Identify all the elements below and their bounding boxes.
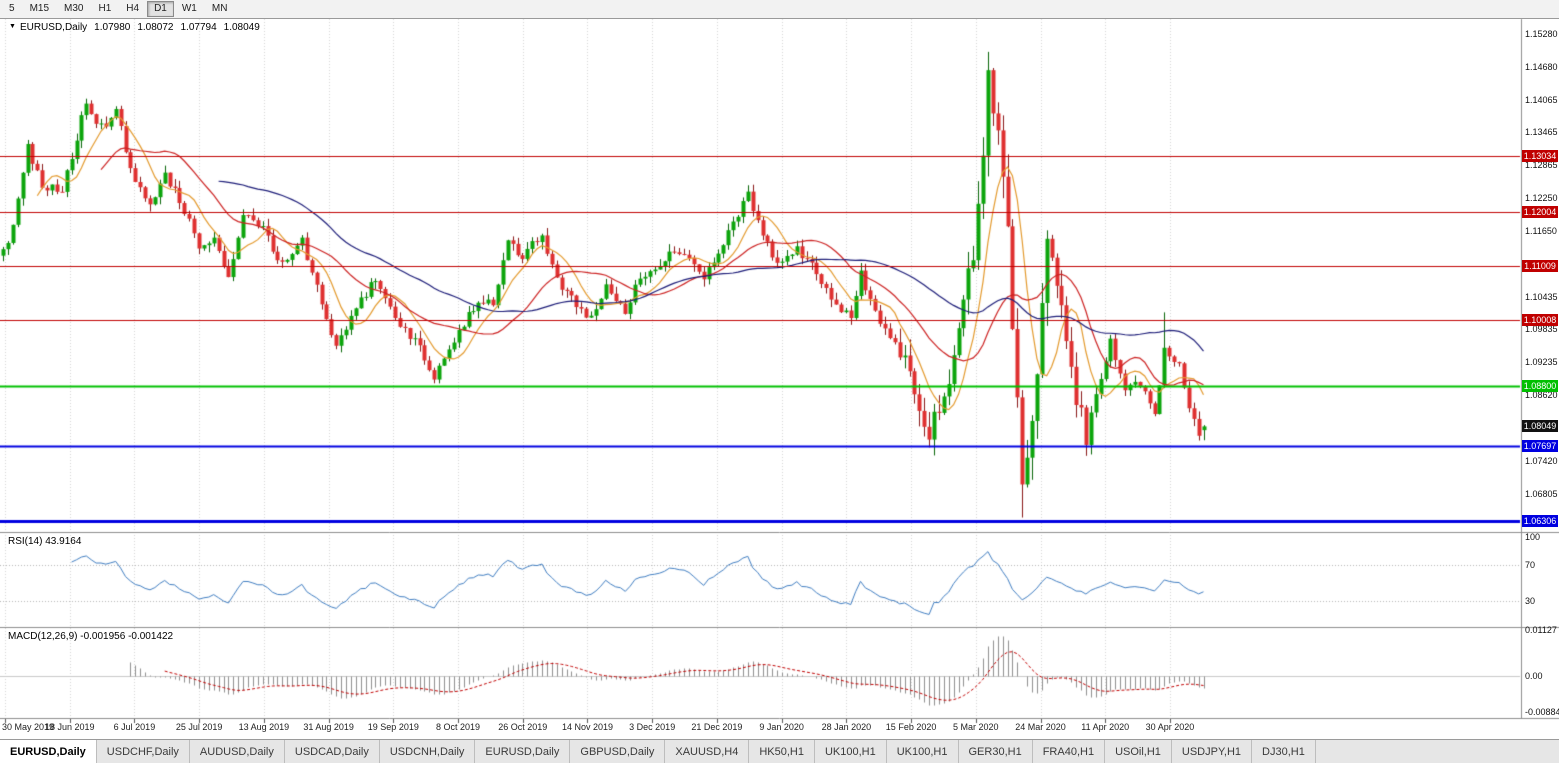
date-axis-label: 21 Dec 2019: [691, 722, 743, 732]
price-level-badge: 1.06306: [1522, 514, 1558, 527]
price-level-badge: 1.13034: [1522, 149, 1558, 162]
date-axis-label: 13 Aug 2019: [238, 722, 290, 732]
date-axis-label: 18 Jun 2019: [44, 722, 95, 732]
tab-usoil-h1[interactable]: USOil,H1: [1105, 740, 1172, 763]
date-axis-label: 3 Dec 2019: [629, 722, 676, 732]
price-level-badge: 1.12004: [1522, 205, 1558, 218]
ohlc-close: 1.08049: [223, 22, 260, 33]
price-axis-label: 1.14065: [1525, 94, 1558, 105]
date-axis-label: 31 Aug 2019: [303, 722, 354, 732]
date-axis[interactable]: 30 May 2019 18 Jun 2019 6 Jul 2019 25 Jul 2…: [0, 718, 1559, 740]
price-axis-label: 1.09835: [1525, 324, 1558, 335]
price-level-badge: 1.10008: [1522, 314, 1558, 327]
price-axis-label: 1.12250: [1525, 193, 1558, 204]
tab-usdcnh-daily[interactable]: USDCNH,Daily: [379, 740, 476, 763]
chart-symbol: EURUSD,Daily: [19, 22, 88, 33]
date-axis-label: 25 Jul 2019: [175, 722, 223, 732]
tab-uk100-h1[interactable]: UK100,H1: [814, 740, 887, 763]
chart-title: ▼ EURUSD,Daily 1.07980 1.08072 1.07794 1.0804…: [9, 22, 267, 33]
timeframe-button-m15[interactable]: M15: [29, 3, 50, 14]
tab-fra40-h1[interactable]: FRA40,H1: [1032, 740, 1106, 763]
rsi-axis-label: 30: [1525, 596, 1536, 607]
tab-hk50-h1[interactable]: HK50,H1: [749, 740, 815, 763]
price-axis-label: 1.12865: [1525, 160, 1558, 171]
rsi-axis-label: 100: [1525, 532, 1541, 542]
date-axis-label: 9 Jan 2020: [759, 722, 804, 732]
price-axis-label: 1.15280: [1525, 28, 1558, 39]
date-axis-label: 15 Feb 2020: [885, 722, 937, 732]
date-axis-label: 14 Nov 2019: [561, 722, 613, 732]
timeframe-button-5[interactable]: 5: [9, 3, 15, 14]
price-level-badge: 1.08800: [1522, 379, 1558, 392]
date-axis-label: 6 Jul 2019: [113, 722, 156, 732]
date-axis-label: 24 Mar 2020: [1015, 722, 1066, 732]
price-axis[interactable]: 1.15280 1.14680 1.14065 1.13465 1.12865 1.122…: [1521, 19, 1559, 719]
date-axis-label: 28 Jan 2020: [821, 722, 872, 732]
timeframe-button-m30[interactable]: M30: [64, 3, 84, 14]
current-price-badge: 1.08049: [1522, 420, 1558, 433]
macd-axis-label: 0.01127: [1525, 625, 1557, 635]
ohlc-open: 1.07980: [94, 22, 131, 33]
date-axis-label: 8 Oct 2019: [436, 722, 481, 732]
chevron-down-icon[interactable]: ▼: [9, 23, 16, 30]
date-axis-label: 26 Oct 2019: [498, 722, 548, 732]
timeframe-button-h1[interactable]: H1: [98, 3, 112, 14]
price-axis-label: 1.09235: [1525, 357, 1558, 368]
tab-dj30-h1[interactable]: DJ30,H1: [1252, 740, 1316, 763]
tab-xauusd-h4[interactable]: XAUUSD,H4: [665, 740, 750, 763]
rsi-indicator-label: RSI(14) 43.9164: [8, 536, 82, 547]
tab-usdchf-daily[interactable]: USDCHF,Daily: [96, 740, 190, 763]
date-axis-label: 19 Sep 2019: [367, 722, 419, 732]
timeframe-button-mn[interactable]: MN: [211, 3, 228, 14]
ohlc-high: 1.08072: [137, 22, 174, 33]
price-level-badge: 1.07697: [1522, 439, 1558, 452]
rsi-axis-label: 70: [1525, 559, 1536, 570]
price-axis-label: 1.06805: [1525, 488, 1558, 499]
macd-axis-label: 0.00: [1525, 671, 1543, 681]
macd-indicator-label: MACD(12,26,9) -0.001956 -0.001422: [8, 631, 174, 642]
macd-axis-label: -0.00884: [1525, 707, 1559, 718]
timeframe-button-d1[interactable]: D1: [147, 1, 174, 17]
tab-usdjpy-h1[interactable]: USDJPY,H1: [1171, 740, 1253, 763]
price-axis-label: 1.07420: [1525, 455, 1558, 466]
tab-ger30-h1[interactable]: GER30,H1: [958, 740, 1033, 763]
date-axis-label: 5 Mar 2020: [953, 722, 999, 732]
timeframe-button-w1[interactable]: W1: [181, 3, 197, 14]
timeframe-button-h4[interactable]: H4: [126, 3, 140, 14]
tab-gbpusd-daily[interactable]: GBPUSD,Daily: [570, 740, 666, 763]
tab-usdcad-daily[interactable]: USDCAD,Daily: [284, 740, 380, 763]
date-axis-label: 30 Apr 2020: [1145, 722, 1195, 732]
price-axis-label: 1.14680: [1525, 61, 1558, 72]
price-axis-label: 1.13465: [1525, 127, 1558, 138]
chart-tabs: EURUSD,Daily USDCHF,Daily AUDUSD,Daily USDC…: [0, 739, 1559, 763]
tab-eurusd-daily[interactable]: EURUSD,Daily: [475, 740, 571, 763]
tab-uk100-h1[interactable]: UK100,H1: [886, 740, 959, 763]
price-axis-label: 1.10435: [1525, 291, 1558, 302]
price-axis-label: 1.08620: [1525, 390, 1558, 401]
price-axis-label: 1.11650: [1525, 225, 1557, 236]
price-level-badge: 1.11009: [1522, 259, 1558, 272]
date-axis-label: 30 May 2019: [2, 722, 55, 732]
date-axis-label: 11 Apr 2020: [1081, 722, 1130, 732]
tab-audusd-daily[interactable]: AUDUSD,Daily: [189, 740, 285, 763]
timeframe-toolbar: 5 M15 M30 H1 H4 D1 W1 MN: [0, 0, 1559, 19]
ohlc-low: 1.07794: [180, 22, 217, 33]
tab-eurusd-daily[interactable]: EURUSD,Daily: [0, 740, 97, 763]
